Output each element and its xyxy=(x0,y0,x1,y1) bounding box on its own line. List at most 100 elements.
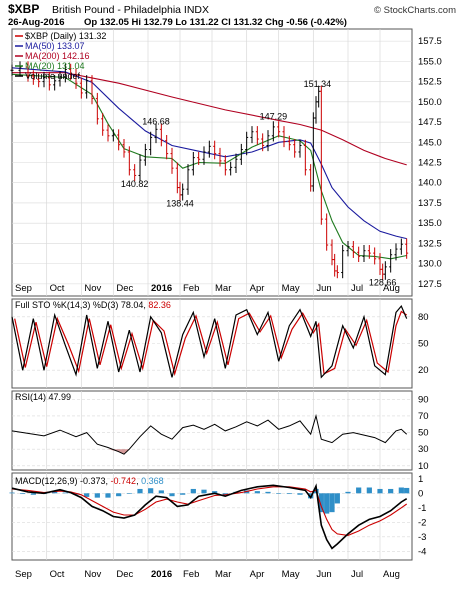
y-tick-label-macd: -1 xyxy=(418,503,426,514)
sto-k-line xyxy=(11,304,408,379)
y-tick-label-price: 155.0 xyxy=(418,56,442,67)
x-month-label: 2016 xyxy=(151,283,172,294)
rsi-line xyxy=(11,413,408,455)
sto-d-line xyxy=(14,310,408,377)
macd-hist-bar xyxy=(52,491,58,494)
macd-hist-bar xyxy=(212,491,218,494)
macd-hist-bar xyxy=(126,493,132,494)
y-tick-label-price: 127.5 xyxy=(418,279,442,290)
macd-legend-part: , xyxy=(136,476,141,486)
price-annotation: 151.34 xyxy=(304,79,332,89)
y-tick-label-macd: -3 xyxy=(418,532,426,543)
x-month-label: Jun xyxy=(316,569,331,580)
macd-legend-part: -0.742 xyxy=(111,476,137,486)
macd-hist-bar xyxy=(84,493,90,497)
y-tick-label-price: 150.0 xyxy=(418,97,442,108)
macd-hist-bar xyxy=(9,492,15,494)
price-legend-entry: MA(50) 133.07 xyxy=(25,41,85,51)
y-tick-label-price: 147.5 xyxy=(418,117,442,128)
price-annotation: 128.66 xyxy=(369,277,397,287)
price-annotation: 146.68 xyxy=(142,117,170,127)
x-month-label: Mar xyxy=(215,283,231,294)
price-legend-entry: Volume undef xyxy=(25,71,81,81)
y-tick-label-macd: 1 xyxy=(418,474,423,485)
rsi-legend: RSI(14) 47.99 xyxy=(15,392,71,402)
y-tick-label-price: 130.0 xyxy=(418,259,442,270)
macd-hist-bar xyxy=(265,491,271,494)
macd-legend-part: MACD(12,26,9) -0.373, xyxy=(15,476,111,486)
x-month-label: Aug xyxy=(383,569,400,580)
macd-hist-bar xyxy=(334,493,340,504)
x-month-label: Apr xyxy=(250,569,265,580)
macd-hist-bar xyxy=(404,487,410,494)
y-tick-label-sto: 20 xyxy=(418,365,429,376)
sto-legend: Full STO %K(14,3) %D(3) 78.04, 82.36 xyxy=(15,300,171,310)
y-tick-label-price: 142.5 xyxy=(418,158,442,169)
macd-hist-bar xyxy=(324,493,330,514)
x-month-label: Nov xyxy=(84,283,101,294)
x-month-label: Feb xyxy=(183,569,199,580)
price-legend-entry: $XBP (Daily) 131.32 xyxy=(25,31,106,41)
price-annotation: 140.82 xyxy=(121,179,149,189)
y-tick-label-rsi: 10 xyxy=(418,461,429,472)
y-tick-label-price: 137.5 xyxy=(418,198,442,209)
macd-hist-bar xyxy=(62,492,68,494)
y-tick-label-macd: -4 xyxy=(418,546,426,557)
macd-legend-part: 0.368 xyxy=(141,476,164,486)
macd-hist-bar xyxy=(30,493,36,495)
macd-hist-bar xyxy=(377,488,383,494)
x-month-label: Nov xyxy=(84,569,101,580)
x-month-label: Aug xyxy=(383,283,400,294)
x-month-label: Jul xyxy=(351,569,363,580)
macd-hist-bar xyxy=(366,487,372,494)
macd-hist-bar xyxy=(276,493,282,494)
y-tick-label-price: 157.5 xyxy=(418,36,442,47)
price-annotation: 138.44 xyxy=(166,198,194,208)
x-month-label: Sep xyxy=(15,569,32,580)
price-annotation: 147.29 xyxy=(260,112,288,122)
macd-hist-bar xyxy=(94,493,100,498)
macd-hist-bar xyxy=(116,493,122,497)
macd-hist-bar xyxy=(201,489,207,494)
macd-hist-bar xyxy=(180,493,186,495)
macd-legend: MACD(12,26,9) -0.373, -0.742, 0.368 xyxy=(15,476,164,486)
y-tick-label-price: 132.5 xyxy=(418,238,442,249)
macd-hist-bar xyxy=(222,493,228,495)
macd-hist-bar xyxy=(318,493,324,513)
macd-hist-bar xyxy=(190,488,196,494)
sto-legend-values: Full STO %K(14,3) %D(3) 78.04, xyxy=(15,300,148,310)
macd-hist-bar xyxy=(398,487,404,494)
quote-date: 26-Aug-2016 xyxy=(8,17,65,28)
macd-hist-bar xyxy=(254,491,260,494)
quote-line: Op 132.05 Hi 132.79 Lo 131.22 Cl 131.32 … xyxy=(84,17,347,28)
y-tick-label-rsi: 30 xyxy=(418,444,429,455)
symbol-title: $XBP xyxy=(8,2,39,16)
y-tick-label-price: 135.0 xyxy=(418,218,442,229)
macd-hist-bar xyxy=(388,488,394,494)
x-month-label: Dec xyxy=(116,283,133,294)
instrument-name: British Pound - Philadelphia INDX xyxy=(52,4,209,16)
ma50-line xyxy=(11,67,407,240)
y-tick-label-price: 152.5 xyxy=(418,77,442,88)
macd-hist-bar xyxy=(286,493,292,495)
y-tick-label-price: 140.0 xyxy=(418,178,442,189)
price-legend-entry: MA(20) 131.04 xyxy=(25,61,85,71)
x-month-label: May xyxy=(282,283,300,294)
macd-hist-bar xyxy=(158,490,164,494)
macd-hist-bar xyxy=(356,487,362,494)
macd-line xyxy=(11,483,408,550)
y-tick-label-sto: 80 xyxy=(418,312,429,323)
x-month-label: Mar xyxy=(215,569,231,580)
x-month-label: Jun xyxy=(316,283,331,294)
x-month-label: Oct xyxy=(50,283,65,294)
brand-logo: © StockCharts.com xyxy=(374,5,456,16)
y-tick-label-macd: 0 xyxy=(418,488,423,499)
macd-signal-line xyxy=(11,486,408,536)
x-month-label: May xyxy=(282,569,300,580)
x-month-label: Apr xyxy=(250,283,265,294)
x-month-label: Dec xyxy=(116,569,133,580)
y-tick-label-macd: -2 xyxy=(418,517,426,528)
macd-hist-bar xyxy=(73,493,79,495)
